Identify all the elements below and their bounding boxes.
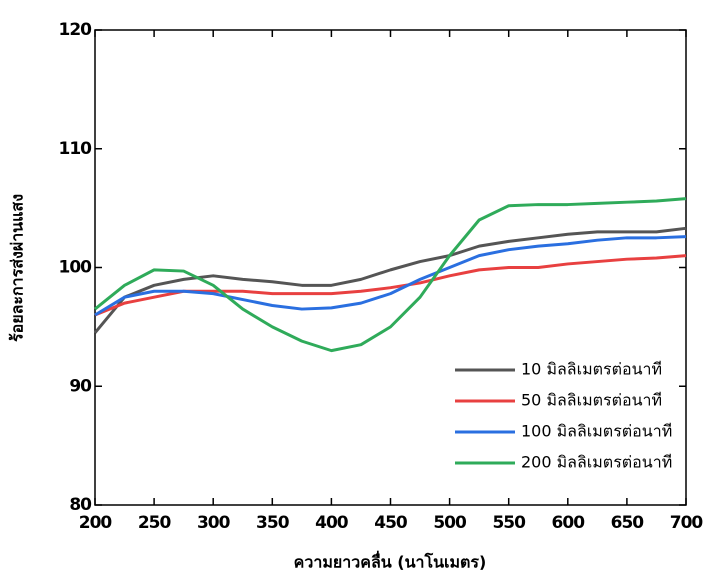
- series-line: [94, 254, 687, 317]
- y-tick-label: 120: [59, 20, 93, 40]
- legend-label: 10 มิลลิเมตรต่อนาที: [521, 360, 662, 379]
- x-tick-label: 300: [197, 513, 231, 533]
- y-tick-label: 100: [59, 258, 93, 278]
- x-tick-label: 400: [315, 513, 349, 533]
- x-tick-label: 600: [552, 513, 586, 533]
- x-tick-label: 550: [492, 513, 526, 533]
- x-tick-label: 700: [670, 513, 704, 533]
- legend-label: 200 มิลลิเมตรต่อนาที: [521, 453, 672, 472]
- y-tick-label: 80: [69, 495, 92, 515]
- x-tick-label: 650: [611, 513, 645, 533]
- y-tick-label: 90: [69, 376, 92, 396]
- x-tick-label: 200: [79, 513, 113, 533]
- x-tick-label: 350: [256, 513, 290, 533]
- legend-label: 50 มิลลิเมตรต่อนาที: [521, 391, 662, 410]
- series-line: [94, 235, 687, 317]
- series-line: [93, 226, 687, 334]
- y-tick-label: 110: [59, 139, 93, 159]
- x-axis-title: ความยาวคลื่น (นาโนเมตร): [294, 551, 487, 572]
- x-tick-label: 500: [433, 513, 467, 533]
- x-tick-label: 250: [138, 513, 172, 533]
- x-tick-label: 450: [374, 513, 408, 533]
- y-axis-title: ร้อยละการส่งผ่านแสง: [8, 194, 27, 342]
- series-line: [94, 197, 687, 353]
- legend-label: 100 มิลลิเมตรต่อนาที: [521, 422, 672, 441]
